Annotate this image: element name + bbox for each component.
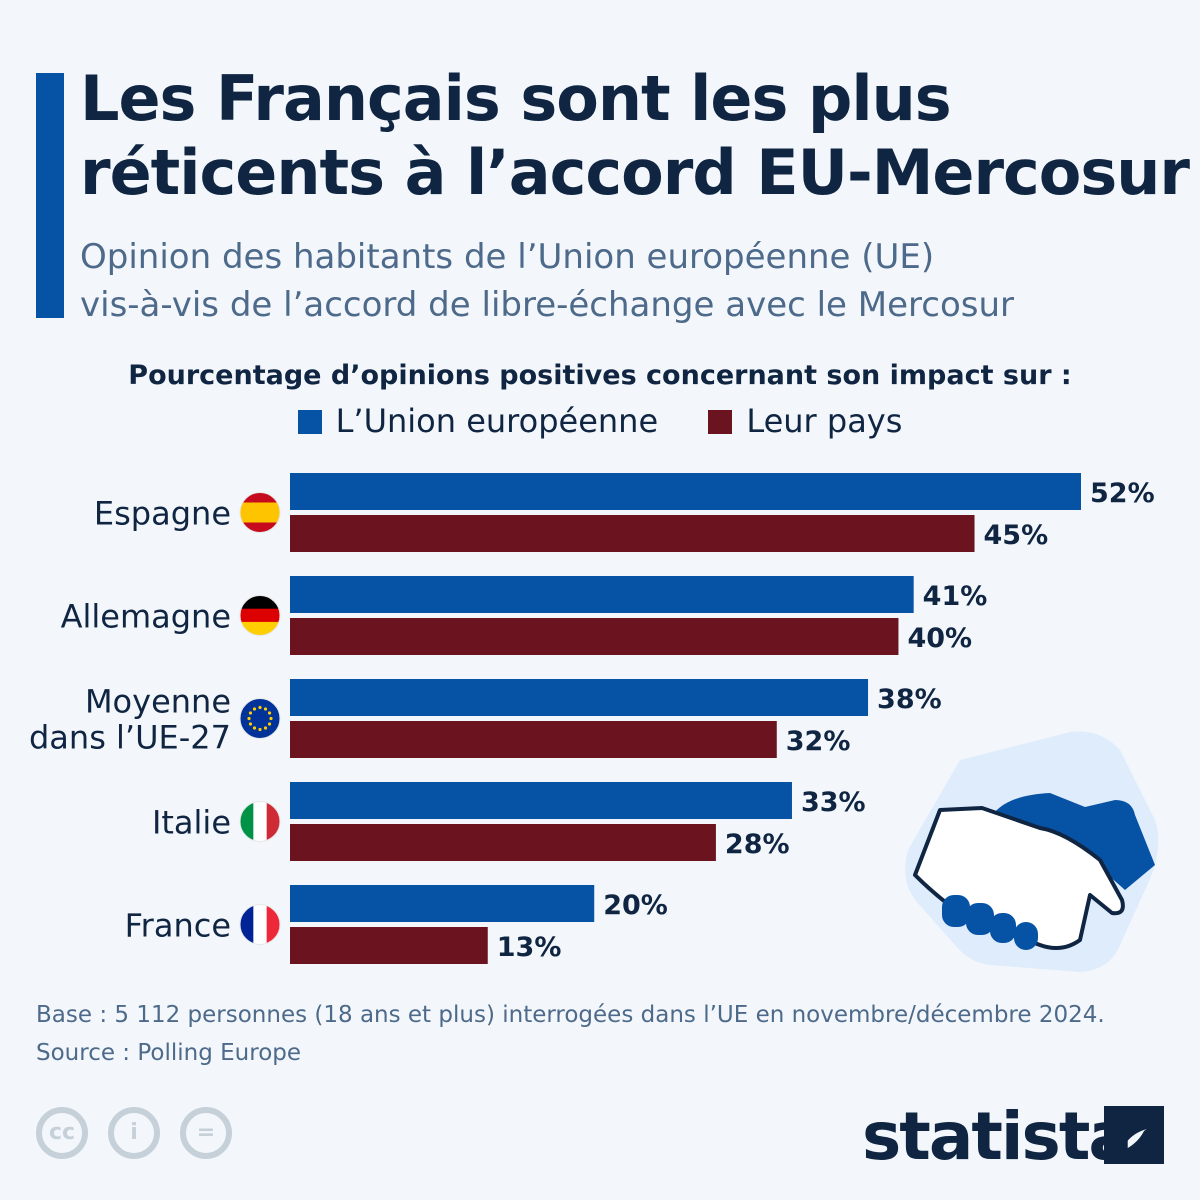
eu-flag-icon (240, 698, 280, 739)
data-label: 28% (725, 829, 790, 860)
spain-flag-icon (240, 492, 280, 533)
legend: L’Union européenne Leur pays (0, 402, 1200, 440)
bar-country (290, 515, 975, 552)
data-label: 45% (984, 520, 1049, 551)
subtitle-line-2: vis-à-vis de l’accord de libre-échange a… (80, 285, 1015, 325)
germany-flag-icon (240, 595, 280, 636)
category-label: Espagne (94, 495, 231, 533)
statista-logo-mark (1104, 1106, 1164, 1164)
legend-swatch-eu (297, 410, 322, 434)
legend-label-eu: L’Union européenne (335, 402, 659, 440)
logo-text: statista (862, 1098, 1133, 1175)
legend-item-eu: L’Union européenne (297, 402, 659, 440)
bar-country (290, 618, 899, 655)
chart-title: Pourcentage d’opinions positives concern… (128, 360, 1072, 391)
title-accent-bar (36, 73, 64, 318)
statista-logo[interactable]: statista (862, 1098, 1133, 1175)
no-derivatives-icon[interactable]: = (180, 1107, 232, 1159)
legend-item-country: Leur pays (708, 402, 902, 440)
bar-eu (290, 885, 595, 922)
data-label: 20% (603, 890, 668, 921)
category-label: France (125, 907, 231, 945)
data-label: 38% (877, 684, 942, 715)
data-label: 52% (1090, 478, 1155, 509)
title-line-2: réticents à l’accord EU-Mercosur (80, 136, 1190, 209)
italy-flag-icon (240, 801, 280, 842)
footer-base: Base : 5 112 personnes (18 ans et plus) … (36, 1002, 1105, 1028)
title-line-1: Les Français sont les plus (80, 62, 952, 135)
data-label: 40% (907, 623, 972, 654)
bar-eu (290, 679, 869, 716)
category-label: dans l’UE-27 (29, 719, 231, 757)
data-label: 41% (923, 581, 988, 612)
attribution-icon[interactable]: i (108, 1107, 160, 1159)
france-flag-icon (240, 904, 280, 945)
bar-chart: Espagne 52% 45% Allemagne 41% 40% Moyennedans … (29, 473, 1155, 964)
bar-country (290, 721, 777, 758)
subtitle: Opinion des habitants de l’Union europée… (80, 233, 1014, 329)
bar-eu (290, 576, 914, 613)
bar-eu (290, 782, 792, 819)
handshake-icon (905, 731, 1159, 972)
footer-source: Source : Polling Europe (36, 1040, 302, 1066)
bar-eu (290, 473, 1081, 510)
bar-country (290, 824, 716, 861)
data-label: 33% (801, 787, 866, 818)
page-title: Les Français sont les plus réticents à l’… (80, 62, 1190, 210)
legend-swatch-country (708, 410, 733, 434)
legend-label-country: Leur pays (746, 402, 903, 440)
data-label: 32% (786, 726, 851, 757)
category-label: Allemagne (61, 598, 231, 636)
cc-icon[interactable]: cc (36, 1107, 88, 1159)
bar-country (290, 927, 488, 964)
category-label: Moyenne (85, 683, 231, 721)
category-label: Italie (152, 804, 231, 842)
data-label: 13% (497, 932, 562, 963)
subtitle-line-1: Opinion des habitants de l’Union europée… (80, 237, 935, 277)
